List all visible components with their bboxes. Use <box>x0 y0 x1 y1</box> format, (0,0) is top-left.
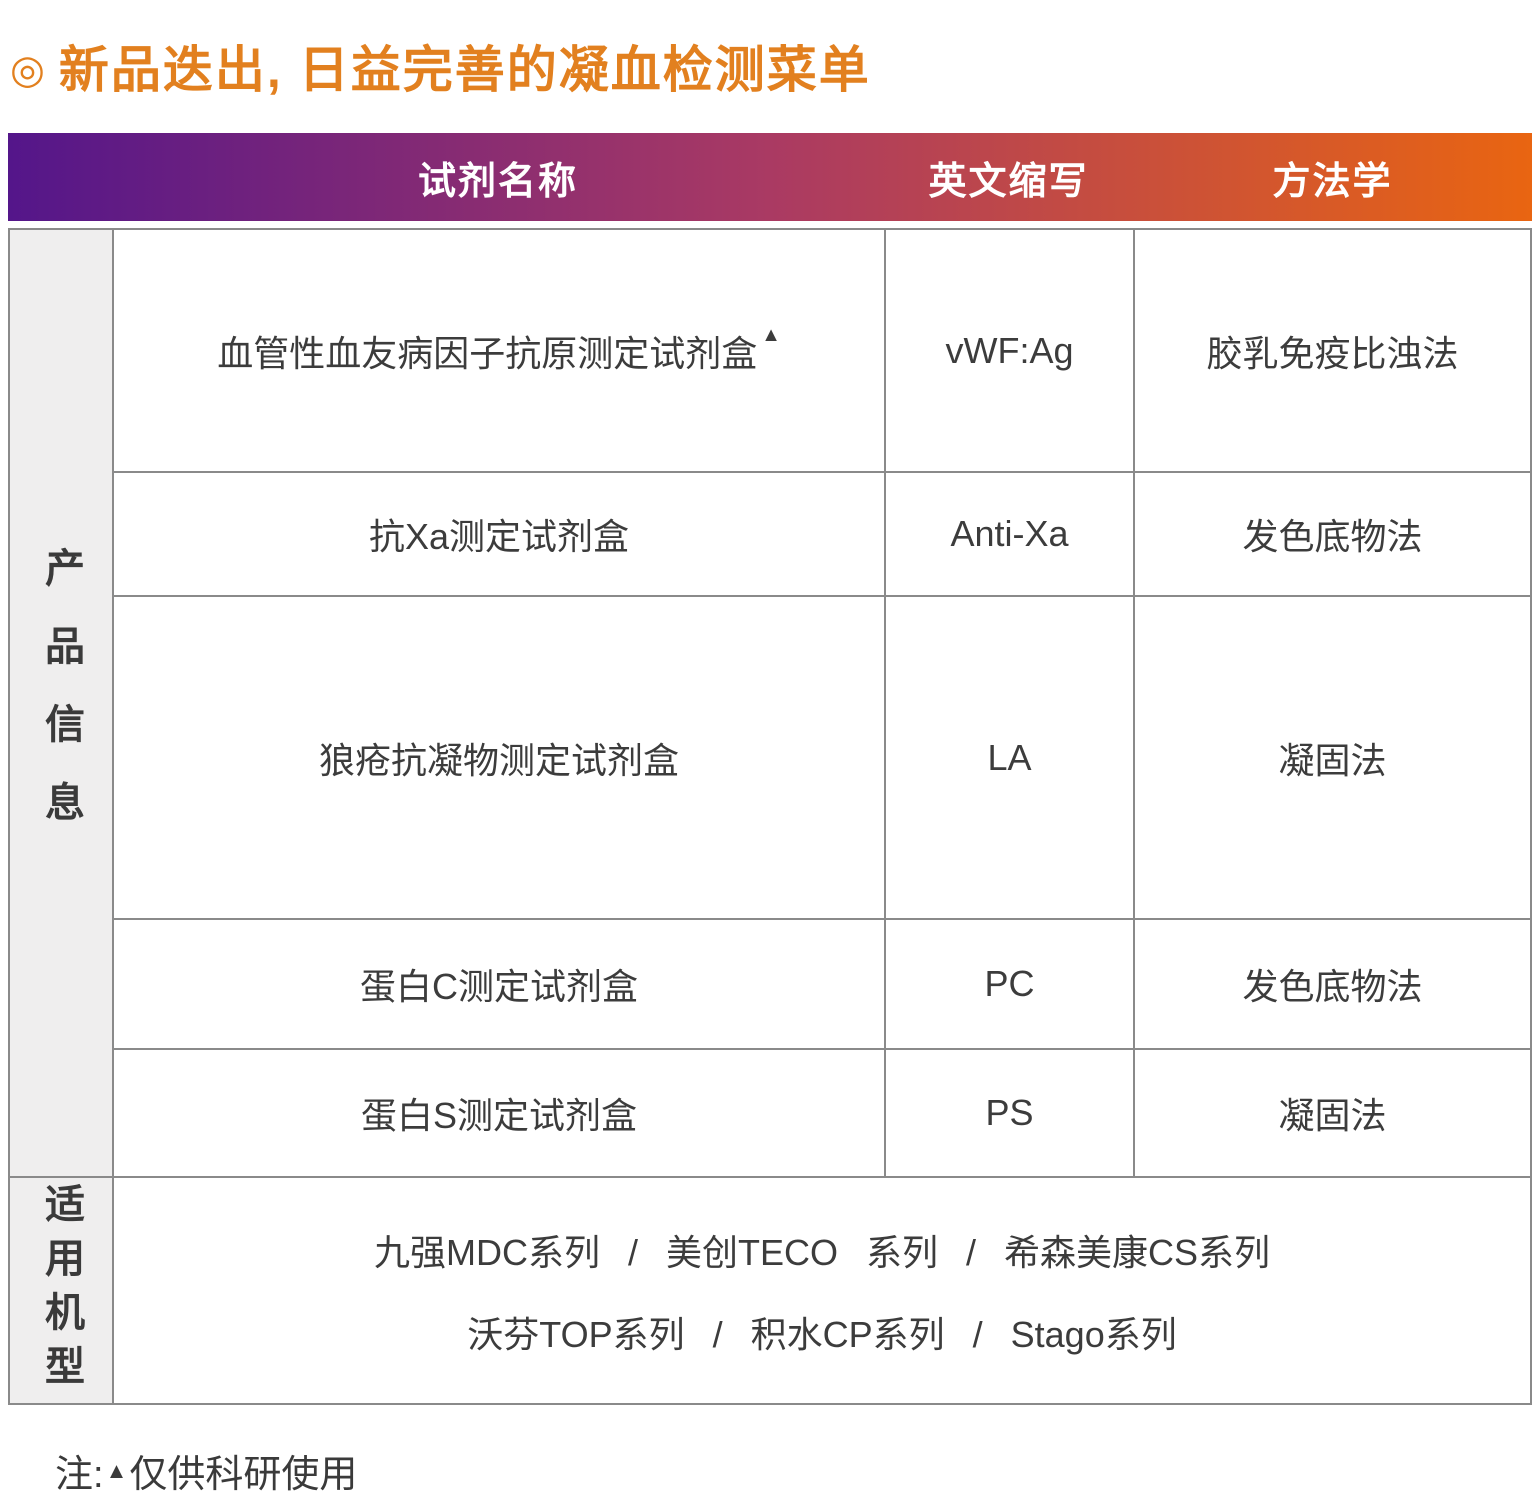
table-row-name-pc: 蛋白C测定试剂盒 <box>114 920 886 1050</box>
table-row-name-ps: 蛋白S测定试剂盒 <box>114 1050 886 1178</box>
footnote-prefix: 注: <box>55 1454 104 1496</box>
table-row-method-pc: 发色底物法 <box>1135 920 1530 1050</box>
footnote-triangle-marker: ▲ <box>105 1457 128 1483</box>
table-row-abbr-vwf: vWF:Ag <box>886 230 1135 473</box>
reagent-name: 血管性血友病因子抗原测定试剂盒 <box>217 332 758 374</box>
sidebar-product-info: 产品信息 <box>10 230 114 1178</box>
footnote: 注: ▲ 仅供科研使用 <box>0 1443 1540 1498</box>
header-methodology: 方法学 <box>1272 160 1393 203</box>
page-title-text: 新品迭出, 日益完善的凝血检测菜单 <box>58 41 871 98</box>
header-reagent-name: 试剂名称 <box>417 160 578 203</box>
page-title: ◎ 新品迭出, 日益完善的凝血检测菜单 <box>0 0 1540 133</box>
table-row-name-vwf: 血管性血友病因子抗原测定试剂盒 ▲ <box>114 230 886 473</box>
footnote-text: 仅供科研使用 <box>129 1454 358 1496</box>
sidebar-applicable-models-label: 适用机型 <box>39 1182 83 1399</box>
table-row-abbr-pc: PC <box>886 920 1135 1050</box>
header-abbreviation: 英文缩写 <box>928 160 1089 203</box>
reagent-table: 产品信息 血管性血友病因子抗原测定试剂盒 ▲ vWF:Ag 胶乳免疫比浊法 抗Xa… <box>8 228 1532 1405</box>
table-row-abbr-ps: PS <box>886 1050 1135 1178</box>
sidebar-product-info-label: 产品信息 <box>39 547 83 859</box>
title-bullet-icon: ◎ <box>10 47 45 92</box>
table-row-method-vwf: 胶乳免疫比浊法 <box>1135 230 1530 473</box>
table-header-band: 试剂名称 英文缩写 方法学 <box>8 133 1532 221</box>
sidebar-applicable-models: 适用机型 <box>10 1178 114 1403</box>
table-row-method-la: 凝固法 <box>1135 597 1530 920</box>
table-row-method-ps: 凝固法 <box>1135 1050 1530 1178</box>
models-line-2: 沃芬TOP系列 / 积水CP系列 / Stago系列 <box>467 1313 1177 1355</box>
models-line-1: 九强MDC系列 / 美创TECO 系列 / 希森美康CS系列 <box>373 1231 1270 1273</box>
table-row-abbr-antixa: Anti-Xa <box>886 473 1135 597</box>
research-only-marker: ▲ <box>761 324 781 347</box>
header-spacer <box>8 133 112 221</box>
table-row-name-la: 狼疮抗凝物测定试剂盒 <box>114 597 886 920</box>
table-row-method-antixa: 发色底物法 <box>1135 473 1530 597</box>
table-row-abbr-la: LA <box>886 597 1135 920</box>
table-row-name-antixa: 抗Xa测定试剂盒 <box>114 473 886 597</box>
applicable-models-cell: 九强MDC系列 / 美创TECO 系列 / 希森美康CS系列 沃芬TOP系列 /… <box>114 1178 1530 1403</box>
